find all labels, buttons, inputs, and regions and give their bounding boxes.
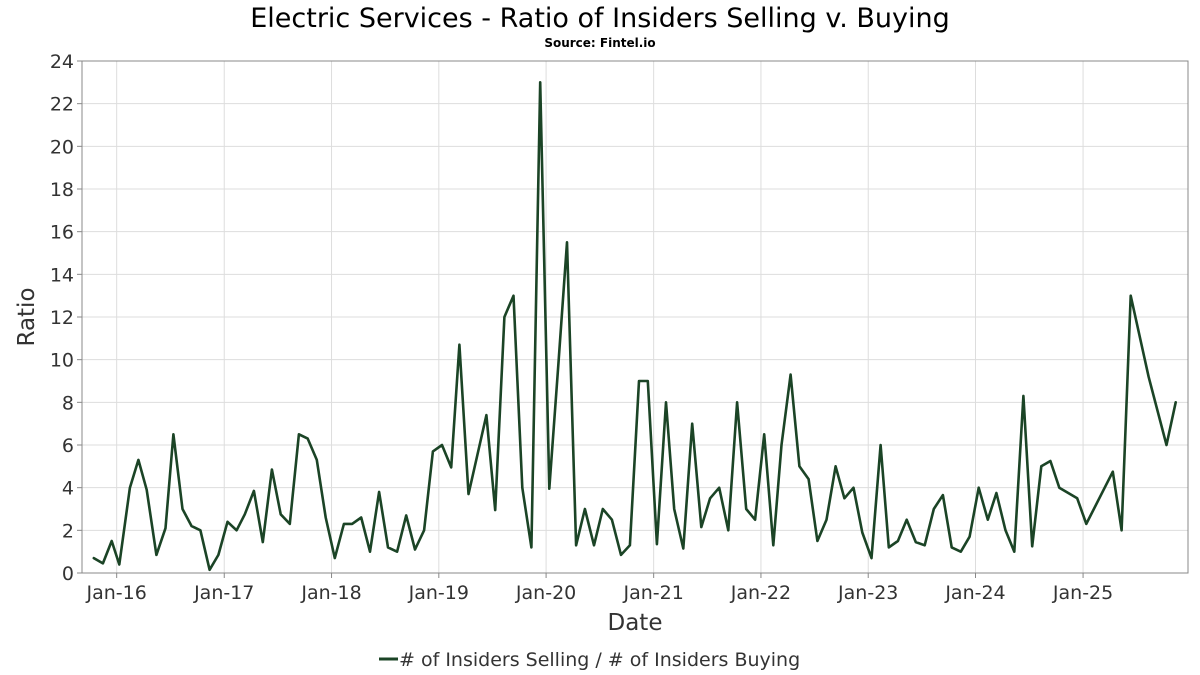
y-tick-label: 22 bbox=[50, 94, 74, 116]
legend: # of Insiders Selling / # of Insiders Bu… bbox=[379, 649, 800, 671]
series-line-0 bbox=[92, 81, 1177, 572]
y-tick-label: 14 bbox=[50, 264, 74, 286]
x-axis: Jan-16 Jan-17 Jan-18 Jan-19 Jan-20 Jan-21 Jan-… bbox=[86, 573, 1113, 604]
x-tick-label: Jan-22 bbox=[730, 582, 791, 604]
legend-label: # of Insiders Selling / # of Insiders Bu… bbox=[399, 649, 800, 671]
chart-subtitle: Source: Fintel.io bbox=[544, 36, 655, 50]
x-tick-label: Jan-25 bbox=[1052, 582, 1113, 604]
grid bbox=[82, 60, 1188, 574]
y-tick-label: 8 bbox=[62, 392, 74, 414]
x-tick-label: Jan-23 bbox=[837, 582, 898, 604]
y-tick-label: 12 bbox=[50, 307, 74, 329]
x-tick-label: Jan-19 bbox=[408, 582, 469, 604]
x-tick-label: Jan-21 bbox=[622, 582, 683, 604]
y-tick-label: 0 bbox=[62, 563, 74, 585]
x-tick-label: Jan-17 bbox=[193, 582, 254, 604]
y-tick-label: 18 bbox=[50, 179, 74, 201]
y-axis-label: Ratio bbox=[14, 287, 40, 346]
y-tick-label: 10 bbox=[50, 350, 74, 372]
y-tick-label: 16 bbox=[50, 222, 74, 244]
x-tick-label: Jan-18 bbox=[300, 582, 361, 604]
series-layer bbox=[92, 81, 1177, 572]
x-tick-label: Jan-20 bbox=[515, 582, 576, 604]
chart-title: Electric Services - Ratio of Insiders Se… bbox=[250, 3, 950, 34]
y-tick-label: 2 bbox=[62, 520, 74, 542]
y-tick-label: 6 bbox=[62, 435, 74, 457]
y-tick-label: 24 bbox=[50, 51, 74, 73]
y-tick-label: 4 bbox=[62, 478, 74, 500]
y-tick-label: 20 bbox=[50, 136, 74, 158]
x-tick-label: Jan-24 bbox=[944, 582, 1005, 604]
x-tick-label: Jan-16 bbox=[86, 582, 147, 604]
x-axis-label: Date bbox=[608, 610, 663, 636]
